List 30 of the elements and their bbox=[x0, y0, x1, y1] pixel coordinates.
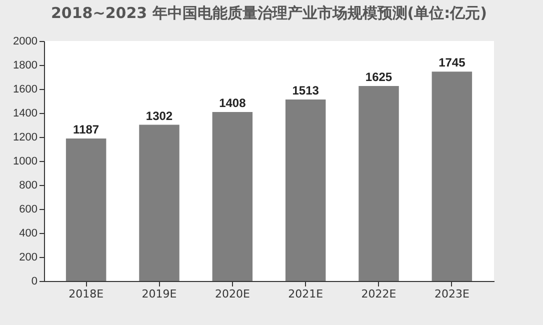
y-tick-label: 400 bbox=[19, 228, 38, 240]
y-tick-label: 2000 bbox=[13, 36, 38, 48]
x-tick-label: 2019E bbox=[142, 288, 177, 300]
y-tick-label: 800 bbox=[19, 180, 38, 192]
bar bbox=[432, 72, 472, 281]
y-tick-label: 1800 bbox=[13, 60, 38, 72]
bar bbox=[358, 86, 399, 281]
y-tick-label: 1200 bbox=[13, 132, 38, 144]
y-tick-label: 1400 bbox=[13, 108, 38, 120]
data-label: 1745 bbox=[438, 56, 466, 70]
data-label: 1625 bbox=[365, 70, 392, 84]
x-tick-label: 2023E bbox=[434, 288, 470, 300]
bar bbox=[212, 112, 253, 281]
x-tick-label: 2018E bbox=[68, 288, 104, 300]
x-tick-label: 2022E bbox=[361, 288, 396, 300]
data-label: 1187 bbox=[73, 122, 100, 137]
y-tick-label: 1000 bbox=[13, 156, 38, 168]
bar bbox=[66, 138, 106, 281]
bar bbox=[139, 124, 180, 281]
data-label: 1513 bbox=[292, 83, 320, 98]
bar bbox=[285, 99, 326, 281]
chart-title: 2018~2023 年中国电能质量治理产业市场规模预测(单位:亿元) bbox=[51, 4, 487, 22]
x-tick-label: 2021E bbox=[288, 288, 324, 300]
y-tick-label: 600 bbox=[19, 204, 38, 216]
data-label: 1408 bbox=[219, 96, 246, 110]
y-tick-label: 0 bbox=[31, 276, 38, 288]
x-tick-label: 2020E bbox=[214, 288, 250, 300]
y-tick-label: 200 bbox=[19, 252, 38, 264]
data-label: 1302 bbox=[146, 108, 173, 123]
y-tick-label: 1600 bbox=[13, 84, 38, 96]
